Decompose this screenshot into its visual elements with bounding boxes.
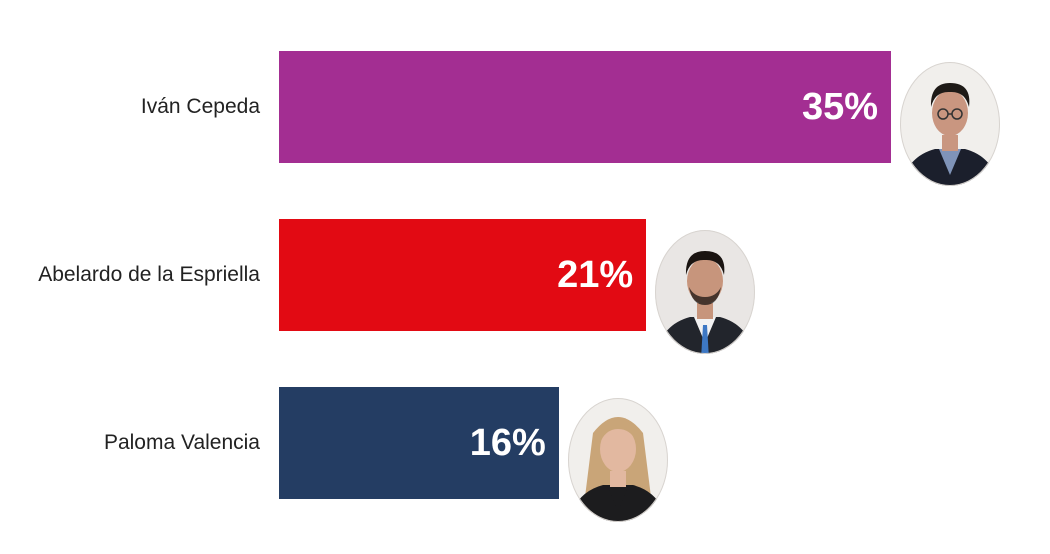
bar-value-label: 16% — [469, 422, 546, 464]
portrait-man-glasses-icon — [900, 62, 1000, 186]
bar-value-label: 35% — [801, 86, 878, 128]
bar — [279, 219, 647, 331]
category-label: Abelardo de la Espriella — [38, 263, 260, 286]
bar-value-label: 21% — [557, 254, 634, 296]
category-label: Iván Cepeda — [140, 95, 260, 118]
bar — [279, 51, 891, 163]
portrait-man-bearded-icon — [655, 230, 756, 354]
category-label: Paloma Valencia — [103, 431, 260, 454]
bar — [279, 387, 559, 499]
portrait-woman-blonde-icon — [567, 398, 668, 522]
